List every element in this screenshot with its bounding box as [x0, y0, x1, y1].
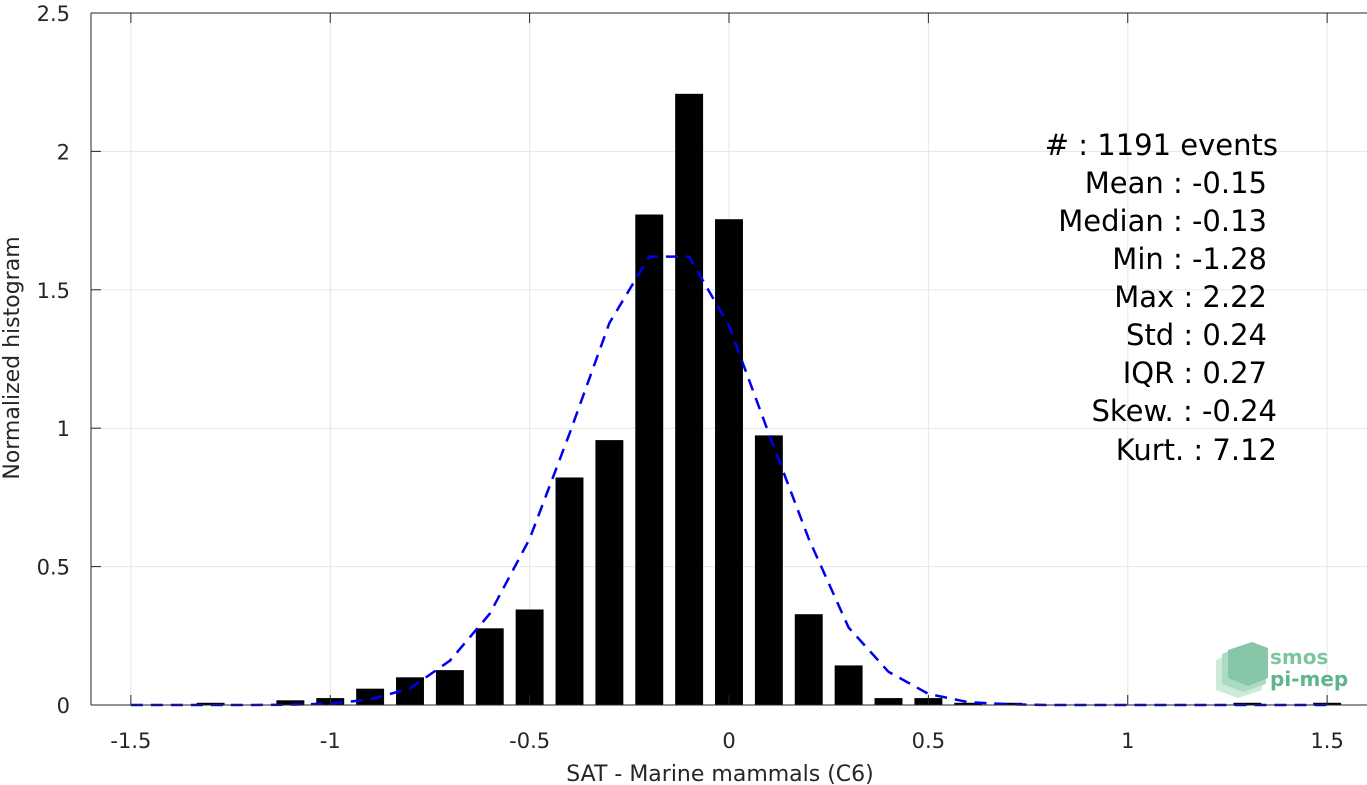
stat-kurt: Kurt. : 7.12	[1116, 433, 1277, 467]
x-tick-label: -0.5	[509, 729, 550, 753]
fit-curve-line	[130, 255, 1328, 707]
histogram-bar	[196, 702, 225, 705]
histogram-bar	[794, 614, 823, 705]
histogram-bar	[754, 435, 783, 705]
histogram-bar	[515, 609, 544, 705]
histogram-bars	[196, 93, 1342, 705]
stat-iqr: IQR : 0.27	[1123, 356, 1267, 390]
histogram-bar	[475, 628, 504, 705]
stat-skew: Skew. : -0.24	[1091, 394, 1277, 428]
x-tick-label: 1.5	[1310, 729, 1343, 753]
x-tick-label: -1.5	[110, 729, 151, 753]
x-tick-labels: -1.5 -1 -0.5 0 0.5 1 1.5	[110, 729, 1343, 753]
histogram-bar	[435, 670, 464, 705]
histogram-bar	[994, 702, 1023, 705]
stat-std: Std : 0.24	[1126, 318, 1267, 352]
stat-mean: Mean : -0.15	[1085, 166, 1267, 200]
y-tick-label: 1	[57, 417, 70, 441]
histogram-bar	[715, 219, 743, 705]
fit-curve-layer	[130, 255, 1328, 707]
y-tick-label: 2.5	[37, 2, 70, 26]
histogram-bar	[834, 665, 863, 705]
histogram-bar	[595, 440, 624, 705]
x-tick-label: 0.5	[912, 729, 945, 753]
y-tick-label: 0	[57, 694, 70, 718]
stats-box: # : 1191 events Mean : -0.15 Median : -0…	[1045, 128, 1278, 467]
histogram-bar	[874, 698, 903, 705]
stat-count: # : 1191 events	[1045, 128, 1278, 162]
x-axis-label: SAT - Marine mammals (C6)	[566, 762, 874, 785]
histogram-bar	[954, 702, 983, 705]
histogram-bar	[635, 214, 664, 705]
histogram-bar	[356, 688, 385, 705]
histogram-bar	[276, 700, 305, 705]
y-axis-label: Normalized histogram	[0, 236, 25, 479]
stat-max: Max : 2.22	[1114, 280, 1267, 314]
logo-line1: smos	[1270, 645, 1328, 669]
x-tick-label: -1	[320, 729, 341, 753]
histogram-bar	[1233, 702, 1262, 705]
x-tick-label: 0	[722, 729, 735, 753]
x-tick-label: 1	[1121, 729, 1134, 753]
y-tick-label: 2	[57, 140, 70, 164]
stat-median: Median : -0.13	[1058, 204, 1267, 238]
y-tick-label: 1.5	[37, 279, 70, 303]
logo-line2: pi-mep	[1270, 667, 1348, 691]
stat-min: Min : -1.28	[1112, 242, 1267, 276]
logo-layers-icon	[1216, 642, 1268, 698]
y-tick-labels: 0 0.5 1 1.5 2 2.5	[37, 2, 70, 718]
histogram-bar	[555, 477, 584, 705]
histogram-bar	[675, 93, 704, 705]
axes	[90, 12, 1367, 706]
smos-pimep-logo: smos pi-mep	[1216, 642, 1348, 698]
y-tick-label: 0.5	[37, 556, 70, 580]
